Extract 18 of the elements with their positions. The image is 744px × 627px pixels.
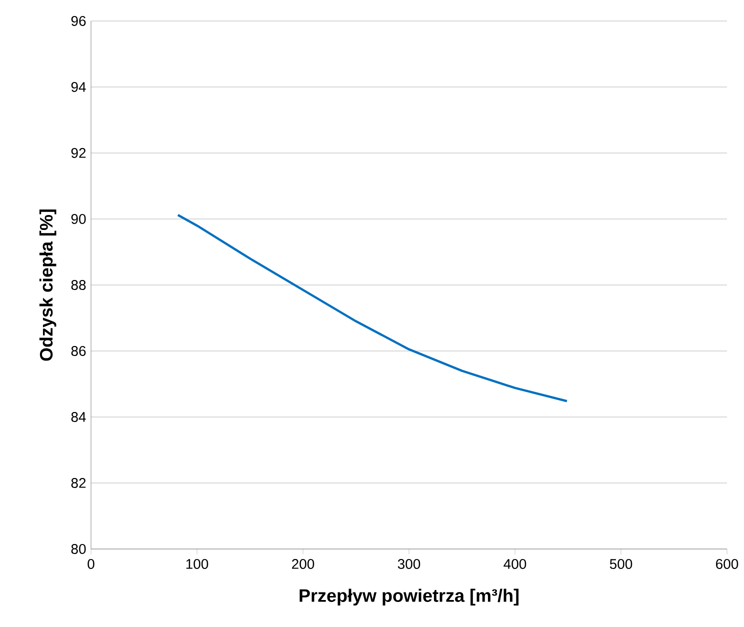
y-tick-label: 84: [71, 412, 86, 422]
y-tick-label: 82: [71, 478, 86, 488]
y-tick-label: 86: [71, 346, 86, 356]
x-tick-label: 600: [716, 559, 738, 569]
y-tick-label: 96: [71, 16, 86, 26]
x-tick-label: 200: [292, 559, 314, 569]
x-tick-label: 300: [398, 559, 420, 569]
y-axis-title: Odzysk ciepła [%]: [39, 209, 56, 361]
y-tick-label: 90: [71, 214, 86, 224]
y-tick-label: 88: [71, 280, 86, 290]
x-tick-label: 100: [186, 559, 208, 569]
y-tick-label: 94: [71, 82, 86, 92]
x-tick-label: 0: [88, 559, 94, 569]
x-tick-label: 500: [610, 559, 632, 569]
y-tick-label: 92: [71, 148, 86, 158]
y-tick-label: 80: [71, 544, 86, 554]
x-axis-title: Przepływ powietrza [m³/h]: [300, 588, 518, 606]
x-tick-label: 400: [504, 559, 526, 569]
